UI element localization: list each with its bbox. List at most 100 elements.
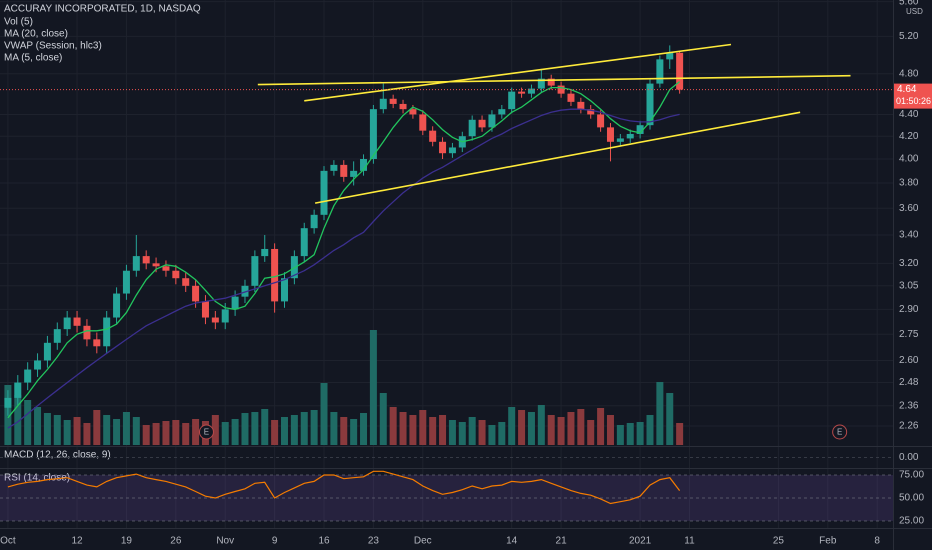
candle-body xyxy=(636,125,644,134)
y-tick-label: 0.00 xyxy=(899,452,919,463)
volume-bar xyxy=(192,419,200,445)
candle-body xyxy=(53,329,61,343)
volume-bar xyxy=(439,415,447,445)
volume-bar xyxy=(557,417,565,445)
volume-bar xyxy=(182,423,190,445)
candle-body xyxy=(389,98,397,104)
volume-bar xyxy=(547,415,555,445)
earnings-marker xyxy=(198,424,214,440)
x-tick-label: 21 xyxy=(556,536,568,547)
candle-body xyxy=(360,159,368,171)
volume-bar xyxy=(537,405,545,445)
ma-line xyxy=(7,81,681,419)
volume-bar xyxy=(409,415,417,445)
candle-body xyxy=(676,52,684,90)
x-tick-label: 26 xyxy=(170,536,182,547)
candle-body xyxy=(271,248,279,302)
volume-bar xyxy=(261,409,269,445)
volume-bar xyxy=(518,410,526,445)
trendline xyxy=(257,74,851,86)
candle-body xyxy=(409,109,417,115)
indicator-label: MA (20, close) xyxy=(4,29,68,40)
candle-body xyxy=(488,114,496,128)
volume-bar xyxy=(271,420,279,445)
y-tick-label: 5.20 xyxy=(899,31,919,42)
y-tick-label: 25.00 xyxy=(899,516,924,527)
y-tick-label: 2.75 xyxy=(899,329,919,340)
candle-body xyxy=(656,59,664,84)
indicator-label: Vol (5) xyxy=(4,17,33,28)
y-tick-label: 5.60 xyxy=(899,0,919,7)
grid xyxy=(0,0,893,528)
candle-body xyxy=(261,248,269,257)
volume-bar xyxy=(24,400,32,445)
candle-body xyxy=(251,256,259,286)
volume-bar xyxy=(132,417,140,445)
candle-body xyxy=(221,309,229,323)
x-tick-label: 14 xyxy=(506,536,518,547)
volume-bar xyxy=(300,412,308,445)
candle-body xyxy=(182,278,190,286)
volume-bar xyxy=(221,422,229,445)
volume-bar xyxy=(152,423,160,445)
candle-body xyxy=(122,270,130,294)
volume-bar xyxy=(73,417,81,445)
earnings-label: E xyxy=(837,428,842,437)
x-tick-label: Nov xyxy=(216,536,234,547)
volume-bar xyxy=(340,417,348,445)
candle-body xyxy=(547,78,555,86)
candle-body xyxy=(192,285,200,302)
volume-bar xyxy=(34,407,42,445)
candle-body xyxy=(498,109,506,115)
volume-bar xyxy=(122,412,130,445)
volume-bar xyxy=(527,412,535,445)
volume-bar xyxy=(468,417,476,445)
volume-bar xyxy=(330,412,338,445)
candle-body xyxy=(508,91,516,110)
volume-bar xyxy=(63,420,71,445)
volume-bar xyxy=(142,425,150,445)
candle-body xyxy=(310,214,318,229)
x-tick-label: 11 xyxy=(684,536,695,547)
candle-body xyxy=(93,339,101,347)
candle-body xyxy=(231,296,239,310)
candle-body xyxy=(14,382,22,398)
y-tick-label: 4.80 xyxy=(899,68,919,79)
candle-body xyxy=(478,119,486,128)
candle-body xyxy=(379,98,387,110)
x-tick-label: Feb xyxy=(819,536,837,547)
candle-body xyxy=(152,263,160,267)
volume-bar xyxy=(597,408,605,445)
volume-bar xyxy=(14,395,22,445)
y-tick-label: 3.40 xyxy=(899,230,919,241)
rsi-title: RSI (14, close) xyxy=(4,473,70,484)
y-tick-label: 3.80 xyxy=(899,178,919,189)
candle-body xyxy=(369,109,377,160)
y-tick-label: 2.90 xyxy=(899,304,919,315)
x-tick-label: 2021 xyxy=(629,536,652,547)
candle-body xyxy=(419,114,427,131)
volume-bar xyxy=(172,420,180,445)
trendline xyxy=(304,43,732,102)
volume-bar xyxy=(616,425,624,445)
candle-body xyxy=(399,103,407,110)
candle-body xyxy=(626,133,634,139)
volume-bar xyxy=(241,413,249,445)
y-tick-label: 50.00 xyxy=(899,493,924,504)
volume-bar xyxy=(488,425,496,445)
candle-body xyxy=(142,256,150,264)
volume-bar xyxy=(458,422,466,445)
candle-body xyxy=(537,78,545,89)
candle-body xyxy=(73,317,81,326)
volume-bar xyxy=(606,415,614,445)
volume-bar xyxy=(666,393,674,445)
candle-body xyxy=(646,83,654,126)
volume-bar xyxy=(626,423,634,445)
x-tick-label: 23 xyxy=(368,536,380,547)
candle-body xyxy=(162,266,170,271)
candle-body xyxy=(567,93,575,102)
x-tick-label: Dec xyxy=(414,536,432,547)
